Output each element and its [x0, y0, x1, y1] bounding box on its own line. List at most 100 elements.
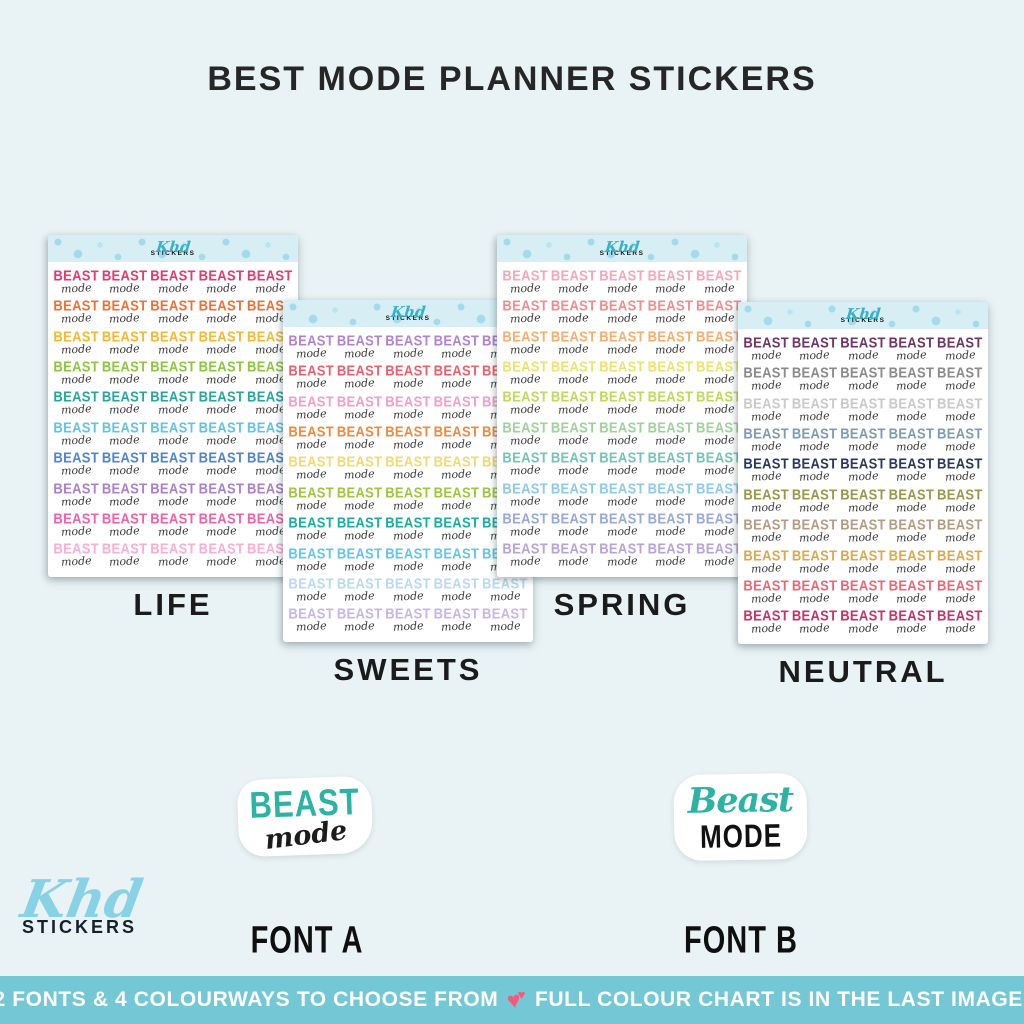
sticker-word-beast: BEAST [599, 449, 645, 467]
sticker-word-beast: BEAST [288, 544, 334, 562]
sticker-word-beast: BEAST [550, 357, 597, 376]
sticker-word-beast: BEAST [53, 449, 99, 467]
sticker-word-mode: mode [895, 408, 928, 424]
sticker-word-mode: mode [847, 439, 879, 454]
sticker-word-mode: mode [944, 439, 976, 454]
khd-stickers-logo: Khd STICKERS [386, 303, 431, 323]
sticker-word-beast: BEAST [433, 544, 480, 562]
sticker-word-beast: BEAST [385, 422, 431, 441]
sticker-word-mode: mode [847, 499, 879, 515]
sticker-word-beast: BEAST [599, 388, 645, 406]
sticker-word-mode: mode [944, 347, 976, 363]
sticker-word-mode: mode [60, 280, 92, 296]
sheet-label-sweets: SWEETS [333, 652, 483, 687]
sticker-word-beast: BEAST [888, 485, 935, 503]
sticker-word-beast: BEAST [888, 394, 935, 412]
sticker-word-mode: mode [392, 619, 424, 635]
sticker-word-beast: BEAST [336, 574, 383, 593]
sticker-word-mode: mode [895, 560, 928, 576]
sticker-word-beast: BEAST [150, 449, 196, 467]
sticker-word-mode: mode [944, 378, 976, 393]
sticker-word-mode: mode [606, 524, 638, 539]
brand-caps-text: STICKERS [840, 316, 886, 324]
sticker-word-beast: BEAST [336, 361, 383, 380]
sticker-word-mode: mode [157, 524, 189, 539]
sticker-word-mode: mode [557, 493, 590, 509]
sticker-word-mode: mode [392, 589, 424, 604]
sticker-word-beast: BEAST [791, 455, 838, 473]
sticker-word-beast: BEAST [599, 327, 645, 345]
sticker-word-mode: mode [750, 439, 782, 454]
sticker-word-beast: BEAST [647, 479, 694, 497]
sticker-word-mode: mode [798, 439, 831, 454]
sticker-word-beast: BEAST [888, 607, 935, 625]
sticker-word-beast: BEAST [696, 418, 742, 436]
sticker-word-beast: BEAST [550, 540, 597, 558]
sticker-word-beast: BEAST [288, 483, 334, 501]
sticker-word-beast: BEAST [336, 483, 383, 501]
sticker-word-beast: BEAST [150, 388, 196, 406]
sticker-word-beast: BEAST [937, 576, 983, 595]
sticker-word-mode: mode [895, 347, 928, 363]
sticker-word-beast: BEAST [247, 327, 293, 345]
sheet-header-band: Khd STICKERS [738, 302, 988, 329]
bottom-banner: 2 FONTS & 4 COLOURWAYS TO CHOOSE FROM ♥ … [0, 976, 1024, 1024]
sticker-word-beast: BEAST [433, 331, 480, 349]
sticker-word-beast: BEAST [647, 418, 694, 436]
sticker-word-mode: mode [157, 402, 189, 418]
sticker-word-mode: mode [205, 432, 238, 448]
font-b-sample: Beast MODE [673, 772, 809, 862]
sticker-word-mode: mode [895, 591, 928, 606]
sticker-word-beast: BEAST [791, 546, 838, 564]
sticker-word-beast: BEAST [53, 479, 99, 497]
sticker-word-beast: BEAST [288, 514, 334, 532]
sticker-word-mode: mode [847, 469, 879, 485]
sticker-word-beast: BEAST [550, 418, 597, 436]
sticker-word-mode: mode [254, 372, 286, 387]
sticker-word-beast: BEAST [599, 479, 645, 497]
font-a-sample: BEAST mode [236, 775, 374, 858]
sticker-row: BEASTmodeBEASTmodeBEASTmodeBEASTmodeBEAS… [287, 361, 529, 391]
